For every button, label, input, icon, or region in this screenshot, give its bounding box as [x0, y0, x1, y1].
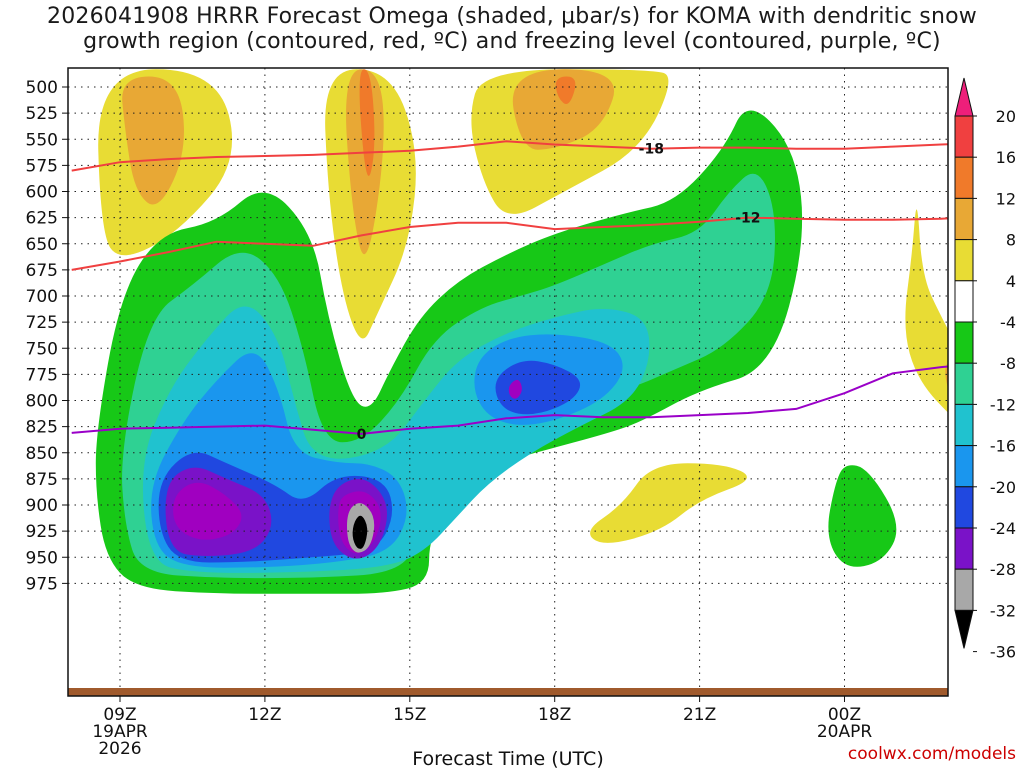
x-tick-label: 09Z [103, 705, 136, 725]
colorbar-label: -32 [990, 601, 1016, 620]
y-tick-label: 925 [26, 522, 58, 542]
omega-shade-lower-negative-1 [828, 465, 897, 567]
y-tick-label: 725 [26, 313, 58, 333]
colorbar-swatch [954, 527, 974, 570]
x-tick-label: 19APR [92, 722, 148, 742]
y-tick-label: 900 [26, 496, 58, 516]
y-tick-label: 975 [26, 574, 58, 594]
contour-label-freezing-level: 0 [357, 427, 367, 443]
y-tick-label: 675 [26, 261, 58, 281]
shaded-fill-layer [95, 69, 1024, 594]
contour-dgz-top [71, 140, 948, 172]
omega-shade-upper-right-negative [1020, 69, 1024, 138]
colorbar-label: -4 [1000, 313, 1016, 332]
colorbar-swatch [954, 568, 974, 611]
colorbar-label: -24 [990, 519, 1016, 538]
omega-shade-upper-positive-4 [359, 69, 375, 176]
y-tick-label: 550 [26, 130, 58, 150]
y-tick-label: 525 [26, 104, 58, 124]
colorbar-swatch [954, 239, 974, 282]
x-tick-label: 2026 [98, 739, 141, 759]
omega-shade-omega-level-m28-c [508, 379, 522, 399]
omega-shade-lower-positive-1 [590, 463, 747, 543]
omega-shade-lower-positive-2 [905, 209, 948, 413]
y-tick-label: 650 [26, 235, 58, 255]
x-tick-label: 12Z [248, 705, 281, 725]
x-axis-title: Forecast Time (UTC) [412, 748, 603, 768]
chart-title: 2026041908 HRRR Forecast Omega (shaded, … [0, 4, 1024, 54]
colorbar-bottom-arrow [954, 609, 974, 649]
colorbar-label: 8 [1006, 231, 1016, 250]
x-tick-label: 20APR [817, 722, 873, 742]
colorbar-swatch [954, 321, 974, 364]
contour-layer: -18 -12 0 [71, 140, 948, 443]
y-tick-label: 750 [26, 339, 58, 359]
colorbar-label: 20 [996, 107, 1016, 126]
omega-shade-upper-positive-7 [555, 76, 576, 104]
title-line-2: growth region (contoured, red, ºC) and f… [83, 29, 941, 54]
y-tick-label: 575 [26, 156, 58, 176]
colorbar-label: -20 [990, 478, 1016, 497]
contour-freezing-level [71, 365, 948, 435]
y-tick-label: 500 [26, 78, 58, 98]
colorbar-label: -8 [1000, 354, 1016, 373]
y-tick-label: 625 [26, 209, 58, 229]
colorbar: 20 16 12 8 4 -4 -8 -12 -16 -20 -24 -28 -32 -36 [954, 77, 1016, 662]
omega-shade-omega-level-m28 [173, 482, 242, 540]
colorbar-label: -16 [990, 437, 1016, 456]
x-tick-label: 00Z [828, 705, 861, 725]
colorbar-label: -36 [990, 643, 1016, 662]
y-tick-label: 800 [26, 392, 58, 412]
x-tick-label: 21Z [683, 705, 716, 725]
colorbar-label: -12 [990, 395, 1016, 414]
colorbar-label: 4 [1006, 272, 1016, 291]
colorbar-swatch [954, 362, 974, 405]
y-tick-label: 850 [26, 444, 58, 464]
colorbar-swatch [954, 445, 974, 488]
y-tick-label: 950 [26, 548, 58, 568]
colorbar-label: 16 [996, 148, 1016, 167]
colorbar-swatch [954, 197, 974, 241]
credit-link[interactable]: coolwx.com/models [847, 744, 1016, 764]
x-tick-label: 18Z [538, 705, 571, 725]
y-axis-labels: 500 525 550 575 600 625 650 675 700 725 750 775 800 8… [26, 78, 68, 594]
colorbar-label: 12 [996, 189, 1016, 208]
ground-strip [68, 688, 948, 696]
y-tick-label: 600 [26, 183, 58, 203]
contour-dgz-bottom [71, 216, 948, 271]
y-tick-label: 825 [26, 418, 58, 438]
contour-label-dgz-top: -18 [639, 142, 664, 158]
colorbar-swatch [954, 486, 974, 529]
y-tick-label: 875 [26, 470, 58, 490]
colorbar-swatch [954, 280, 974, 323]
colorbar-swatch [954, 115, 974, 158]
plot-frame [67, 67, 949, 697]
colorbar-top-arrow [954, 77, 974, 117]
y-tick-label: 700 [26, 287, 58, 307]
colorbar-swatch [954, 156, 974, 199]
colorbar-label: -28 [990, 560, 1016, 579]
x-tick-label: 15Z [393, 705, 426, 725]
y-tick-label: 775 [26, 365, 58, 385]
omega-shade-omega-level-m36 [352, 515, 368, 549]
title-line-1: 2026041908 HRRR Forecast Omega (shaded, … [47, 4, 977, 29]
omega-shade-upper-positive-6 [512, 69, 615, 150]
grid-layer [68, 68, 948, 696]
omega-shade-upper-positive-1 [122, 76, 184, 205]
colorbar-swatch [954, 403, 974, 447]
contour-label-dgz-bottom: -12 [735, 211, 760, 227]
